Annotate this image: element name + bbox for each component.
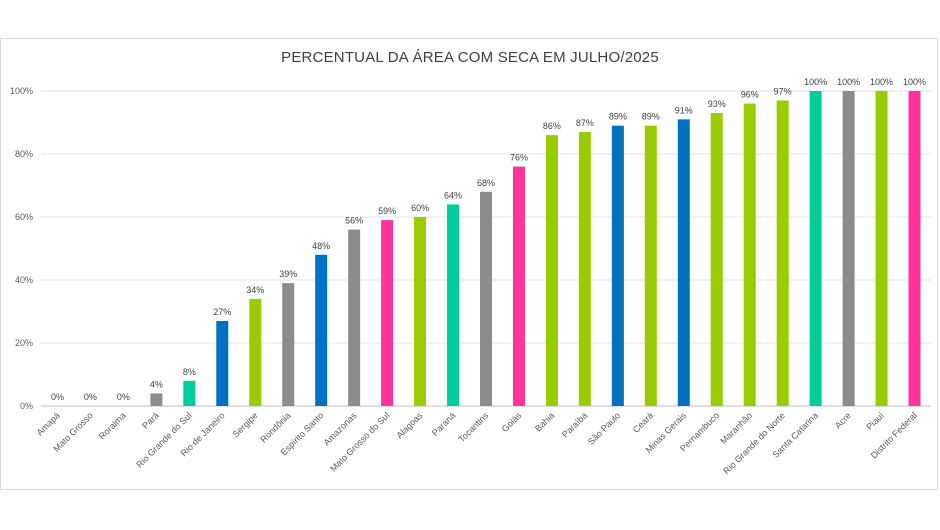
data-label: 93% <box>708 99 726 109</box>
chart-title: PERCENTUAL DA ÁREA COM SECA EM JULHO/202… <box>281 49 659 66</box>
bar <box>743 103 756 406</box>
data-label: 27% <box>213 307 231 317</box>
category-label: Rio Grande do Sul <box>134 410 193 469</box>
bar <box>710 113 723 407</box>
category-label: Ceará <box>631 410 655 434</box>
category-label: São Paulo <box>586 410 622 446</box>
chart-frame: PERCENTUAL DA ÁREA COM SECA EM JULHO/202… <box>0 38 938 490</box>
category-label: Rondônia <box>258 410 292 444</box>
bar <box>414 217 427 406</box>
bar <box>809 91 822 406</box>
category-label: Acre <box>833 410 853 430</box>
y-tick-label: 80% <box>15 149 33 159</box>
data-label: 89% <box>642 112 660 122</box>
data-label: 100% <box>837 77 860 87</box>
bar <box>908 91 921 406</box>
data-label: 8% <box>183 367 196 377</box>
data-label: 87% <box>576 118 594 128</box>
data-label: 48% <box>312 241 330 251</box>
category-label: Sergipe <box>231 410 260 439</box>
y-tick-label: 0% <box>20 401 33 411</box>
category-label: Paraná <box>430 410 458 438</box>
bar <box>183 380 196 406</box>
data-label: 76% <box>510 153 528 163</box>
category-label: Goiás <box>500 410 524 434</box>
category-label: Alagoas <box>394 410 424 440</box>
bar <box>480 191 492 406</box>
category-label: Paraíba <box>560 410 589 439</box>
data-label: 0% <box>84 392 97 402</box>
data-label: 91% <box>675 105 693 115</box>
bar <box>677 119 690 406</box>
bar <box>348 229 361 406</box>
bar <box>315 254 328 406</box>
data-label: 100% <box>804 77 827 87</box>
data-label: 97% <box>774 86 792 96</box>
category-label: Pará <box>140 410 161 431</box>
data-label: 96% <box>741 90 759 100</box>
category-label: Bahia <box>533 410 556 433</box>
bar <box>644 125 657 407</box>
data-label: 64% <box>444 190 462 200</box>
bar <box>282 283 295 406</box>
data-label: 100% <box>903 77 926 87</box>
bar <box>150 393 163 406</box>
data-label: 4% <box>150 379 163 389</box>
data-label: 34% <box>246 285 264 295</box>
data-label: 56% <box>345 216 363 226</box>
bar <box>776 100 789 406</box>
y-tick-label: 100% <box>10 86 33 96</box>
bar <box>216 320 229 406</box>
category-label: Tocantins <box>456 410 490 444</box>
data-label: 60% <box>411 203 429 213</box>
data-label: 0% <box>117 392 130 402</box>
bar <box>512 166 525 406</box>
category-label: Mato Grosso do Sul <box>328 410 391 473</box>
data-label: 89% <box>609 112 627 122</box>
bar <box>578 131 591 406</box>
bar <box>249 298 262 406</box>
y-tick-label: 20% <box>15 338 33 348</box>
bar <box>875 91 888 406</box>
data-label: 68% <box>477 178 495 188</box>
data-label: 100% <box>870 77 893 87</box>
data-label: 86% <box>543 121 561 131</box>
bar <box>545 135 558 406</box>
category-label: Amapá <box>35 410 62 437</box>
y-tick-label: 40% <box>15 275 33 285</box>
category-label: Piauí <box>864 410 886 432</box>
category-label: Rio Grande do Norte <box>721 410 787 476</box>
data-label: 59% <box>378 206 396 216</box>
bar <box>447 204 460 406</box>
bar <box>381 220 394 406</box>
data-label: 39% <box>279 269 297 279</box>
y-tick-label: 60% <box>15 212 33 222</box>
category-label: Roraima <box>97 410 128 441</box>
data-label: 0% <box>51 392 64 402</box>
bar <box>611 125 624 407</box>
bar <box>842 91 855 406</box>
